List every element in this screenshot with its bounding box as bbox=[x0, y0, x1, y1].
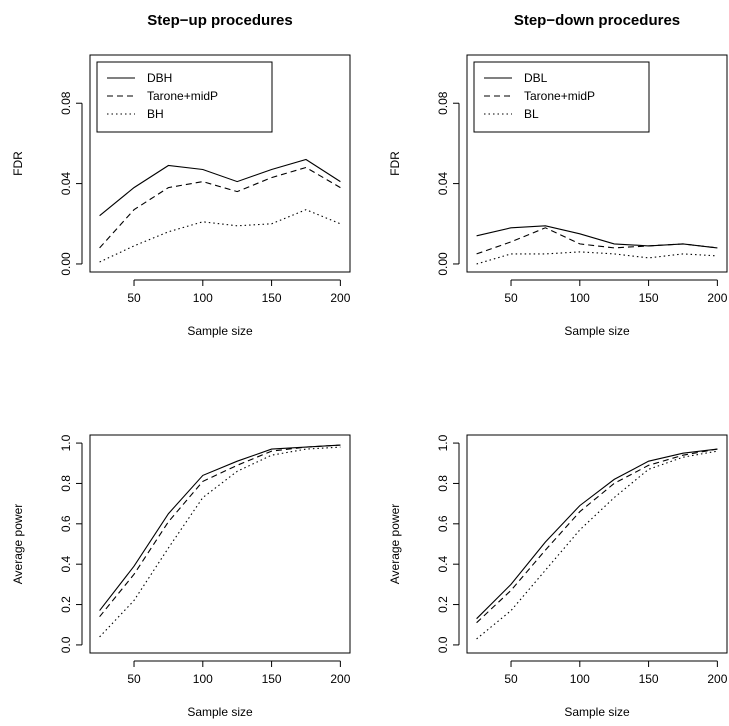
y-tick-label: 0.6 bbox=[436, 515, 450, 532]
series-line-dotted bbox=[476, 450, 718, 640]
legend-entry: Tarone+midP bbox=[524, 89, 595, 103]
x-axis-label: Sample size bbox=[564, 705, 630, 719]
series-line-solid bbox=[99, 444, 341, 611]
panel-1: Step−down procedures 50 100 150 200 Sample si… bbox=[388, 12, 728, 338]
legend-entry: DBL bbox=[524, 71, 548, 85]
y-tick-label: 0.08 bbox=[436, 91, 450, 115]
legend-entry: DBH bbox=[147, 71, 172, 85]
legend-box bbox=[96, 61, 273, 133]
panel-0: Step−up procedures 50 100 150 200 Sample size… bbox=[11, 12, 351, 338]
series-line-dashed bbox=[99, 444, 341, 618]
plot-frame bbox=[466, 434, 728, 654]
chart-title: Step−down procedures bbox=[514, 12, 680, 29]
y-tick-label: 0.08 bbox=[59, 91, 73, 115]
x-tick-label: 100 bbox=[193, 291, 213, 305]
x-tick-label: 100 bbox=[570, 291, 590, 305]
y-tick-label: 0.4 bbox=[436, 556, 450, 573]
x-axis-label: Sample size bbox=[564, 324, 630, 338]
series-line-solid bbox=[476, 225, 718, 249]
x-tick-label: 50 bbox=[504, 291, 518, 305]
x-tick-label: 200 bbox=[707, 672, 727, 686]
series-line-dashed bbox=[99, 166, 341, 249]
x-tick-label: 100 bbox=[570, 672, 590, 686]
y-axis-label: FDR bbox=[388, 151, 402, 176]
series-line-dashed bbox=[476, 227, 718, 255]
y-tick-label: 1.0 bbox=[436, 434, 450, 451]
y-tick-label: 0.2 bbox=[59, 596, 73, 613]
y-tick-label: 0.04 bbox=[436, 172, 450, 196]
y-tick-label: 0.6 bbox=[59, 515, 73, 532]
x-tick-label: 150 bbox=[262, 291, 282, 305]
y-tick-label: 0.0 bbox=[59, 636, 73, 653]
y-tick-label: 0.8 bbox=[436, 475, 450, 492]
series-line-dotted bbox=[99, 209, 341, 263]
legend-entry: BH bbox=[147, 107, 164, 121]
y-axis-label: FDR bbox=[11, 151, 25, 176]
x-axis-label: Sample size bbox=[187, 705, 253, 719]
x-tick-label: 200 bbox=[330, 291, 350, 305]
series-line-solid bbox=[476, 448, 718, 620]
x-tick-label: 150 bbox=[639, 672, 659, 686]
x-tick-label: 100 bbox=[193, 672, 213, 686]
x-axis-label: Sample size bbox=[187, 324, 253, 338]
plot-frame bbox=[466, 54, 728, 273]
legend-entry: Tarone+midP bbox=[147, 89, 218, 103]
panel-3: 50 100 150 200 Sample size 0.0 0.2 0.4 0.6 0.8 1.0… bbox=[388, 434, 728, 719]
legend-box bbox=[473, 61, 650, 133]
x-tick-label: 50 bbox=[127, 291, 141, 305]
y-tick-label: 0.0 bbox=[436, 636, 450, 653]
x-tick-label: 150 bbox=[639, 291, 659, 305]
x-tick-label: 50 bbox=[504, 672, 518, 686]
y-tick-label: 0.04 bbox=[59, 172, 73, 196]
series-line-dotted bbox=[99, 446, 341, 638]
series-line-dotted bbox=[476, 251, 718, 265]
y-axis-label: Average power bbox=[11, 504, 25, 585]
y-tick-label: 1.0 bbox=[59, 434, 73, 451]
y-tick-label: 0.8 bbox=[59, 475, 73, 492]
chart-title: Step−up procedures bbox=[147, 12, 292, 29]
plot-frame bbox=[89, 434, 351, 654]
x-tick-label: 50 bbox=[127, 672, 141, 686]
y-axis-label: Average power bbox=[388, 504, 402, 585]
x-tick-label: 150 bbox=[262, 672, 282, 686]
x-tick-label: 200 bbox=[707, 291, 727, 305]
panel-2: 50 100 150 200 Sample size 0.0 0.2 0.4 0.6 0.8 1.0… bbox=[11, 434, 351, 719]
x-tick-label: 200 bbox=[330, 672, 350, 686]
plot-frame bbox=[89, 54, 351, 273]
y-tick-label: 0.00 bbox=[59, 252, 73, 276]
legend-entry: BL bbox=[524, 107, 539, 121]
series-line-solid bbox=[99, 158, 341, 217]
series-line-dashed bbox=[476, 448, 718, 624]
y-tick-label: 0.2 bbox=[436, 596, 450, 613]
y-tick-label: 0.00 bbox=[436, 252, 450, 276]
y-tick-label: 0.4 bbox=[59, 556, 73, 573]
